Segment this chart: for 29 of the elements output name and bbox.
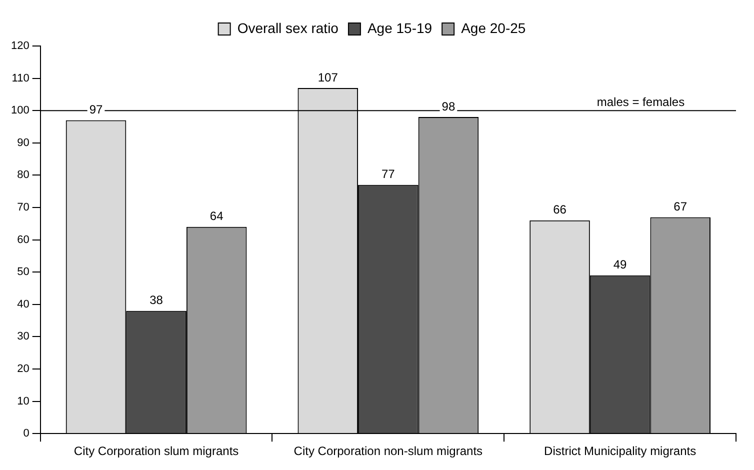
legend-label: Age 15-19: [367, 20, 432, 36]
x-tick-label: City Corporation non-slum migrants: [294, 444, 483, 458]
y-tick-label: 120: [10, 40, 30, 52]
ref-line-label: males = females: [596, 94, 685, 109]
data-label: 107: [318, 70, 338, 84]
y-tick-label: 10: [17, 395, 30, 408]
legend-label: Age 20-25: [461, 20, 526, 36]
y-tick-label: 20: [17, 363, 30, 376]
y-tick-label: 110: [12, 72, 30, 84]
x-tick-label: District Municipality migrants: [544, 444, 696, 458]
data-label: 66: [553, 202, 567, 217]
y-tick-label: 90: [17, 136, 30, 149]
x-tick-label: City Corporation slum migrants: [74, 444, 239, 458]
data-label: 98: [442, 99, 456, 114]
data-label: 38: [150, 293, 164, 308]
y-tick-label: 100: [10, 104, 30, 117]
y-tick-label: 40: [17, 298, 30, 310]
legend-label: Overall sex ratio: [237, 20, 339, 36]
data-label: 67: [674, 200, 688, 214]
y-tick-label: 30: [17, 330, 30, 343]
data-label: 97: [89, 102, 103, 117]
y-tick-label: 80: [17, 169, 30, 182]
data-label: 64: [210, 209, 224, 224]
data-label: 77: [381, 167, 396, 182]
y-tick-label: 70: [17, 202, 30, 214]
y-tick-label: 50: [17, 266, 30, 278]
y-tick-label: 0: [23, 428, 30, 440]
data-label: 49: [613, 258, 628, 272]
y-tick-label: 60: [17, 234, 30, 246]
